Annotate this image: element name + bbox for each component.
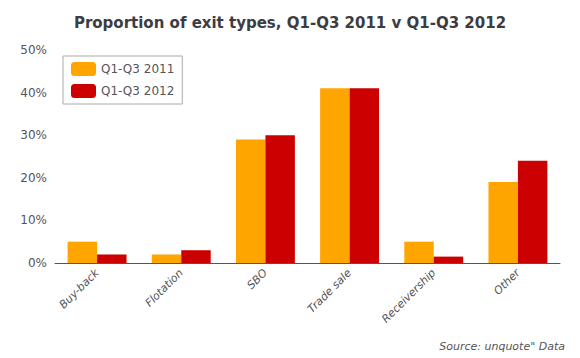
svg-text:40%: 40% (20, 86, 47, 100)
svg-text:Q1-Q3 2011: Q1-Q3 2011 (101, 62, 174, 76)
svg-text:Other: Other (491, 265, 523, 297)
svg-text:Flotation: Flotation (143, 266, 186, 309)
svg-text:10%: 10% (20, 213, 47, 227)
svg-text:Receivership: Receivership (379, 266, 438, 325)
svg-text:50%: 50% (20, 43, 47, 57)
svg-text:30%: 30% (20, 128, 47, 142)
svg-text:0%: 0% (28, 256, 47, 270)
svg-text:Source: unquote" Data: Source: unquote" Data (439, 340, 565, 353)
svg-text:20%: 20% (20, 171, 47, 185)
svg-text:Buy-back: Buy-back (57, 266, 102, 311)
svg-text:Q1-Q3 2012: Q1-Q3 2012 (101, 84, 174, 98)
svg-text:Trade sale: Trade sale (305, 266, 354, 315)
svg-text:Proportion of exit types, Q1-Q: Proportion of exit types, Q1-Q3 2011 v Q… (74, 14, 506, 32)
svg-text:SBO: SBO (244, 266, 270, 292)
